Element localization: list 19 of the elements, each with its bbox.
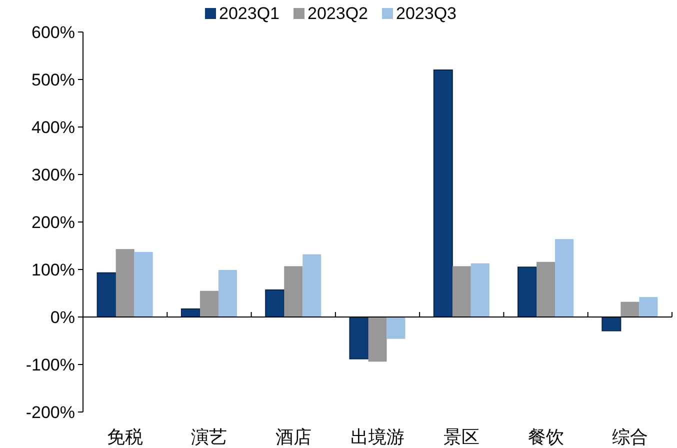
legend-label: 2023Q1 — [219, 4, 280, 23]
y-tick-label: 100% — [32, 260, 75, 280]
x-tick-label: 餐饮 — [528, 427, 564, 447]
y-tick-label: 300% — [32, 166, 75, 184]
y-tick-label: 0% — [50, 308, 75, 327]
y-tick-label: 500% — [32, 70, 75, 90]
y-tick-label: -100% — [26, 356, 75, 374]
y-tick-label: -200% — [26, 403, 75, 422]
legend-label: 2023Q3 — [396, 4, 456, 23]
x-tick-label: 景区 — [444, 427, 480, 447]
x-tick-label: 演艺 — [191, 427, 228, 447]
y-tick-label: 400% — [32, 118, 75, 137]
x-tick-label: 出境游 — [350, 427, 404, 447]
y-tick-label: 600% — [32, 23, 75, 42]
x-tick-label: 酒店 — [275, 427, 312, 447]
x-tick-label: 综合 — [612, 427, 648, 447]
y-tick-label: 200% — [32, 213, 75, 232]
legend-label: 2023Q2 — [308, 4, 368, 23]
x-tick-label: 免税 — [107, 427, 144, 447]
